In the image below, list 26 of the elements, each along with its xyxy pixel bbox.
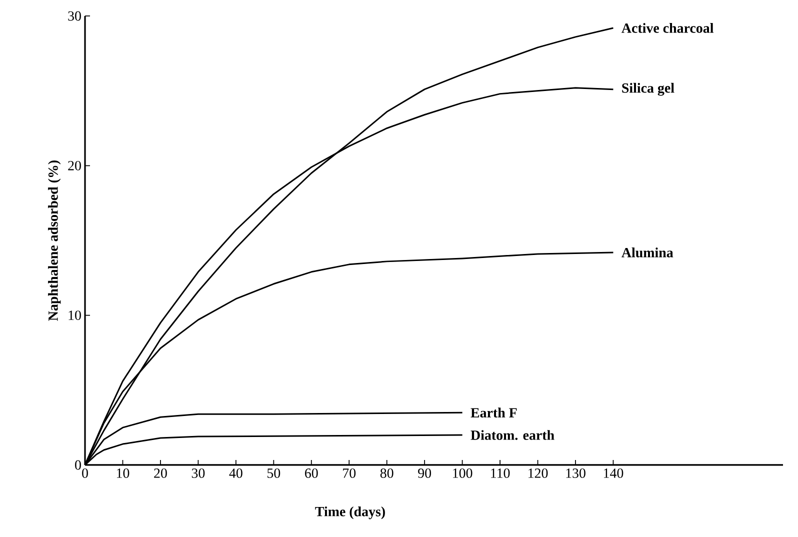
y-tick-label: 10 <box>68 310 81 320</box>
x-tick-label: 110 <box>491 468 510 478</box>
x-tick-label: 10 <box>116 468 130 478</box>
x-tick-label: 80 <box>380 468 394 478</box>
x-tick-label: 50 <box>267 468 280 478</box>
x-tick-label: 130 <box>566 468 586 478</box>
x-tick-label: 120 <box>528 468 548 478</box>
series-label: Silica gel <box>622 82 674 96</box>
x-tick-label: 30 <box>192 468 205 478</box>
series-label: Active charcoal <box>622 23 714 33</box>
series-label: Diatom. earth <box>470 430 554 440</box>
x-tick-label: 40 <box>229 468 242 478</box>
x-tick-label: 90 <box>418 468 432 478</box>
x-axis-title: Time (days) <box>315 506 385 520</box>
x-tick-label: 20 <box>154 468 167 478</box>
y-axis-title: Naphthalene adsorbed (%) <box>48 160 61 321</box>
x-tick-label: 70 <box>343 468 356 478</box>
x-tick-label: 60 <box>305 468 318 478</box>
y-tick-label: 30 <box>68 11 81 21</box>
y-tick-label: 0 <box>75 460 81 470</box>
x-tick-label: 140 <box>604 468 624 478</box>
x-tick-label: 0 <box>82 468 88 478</box>
y-tick-label: 20 <box>68 160 81 170</box>
series-label: Earth F <box>470 408 517 418</box>
series-label: Alumina <box>622 248 674 258</box>
x-tick-label: 100 <box>453 468 472 478</box>
